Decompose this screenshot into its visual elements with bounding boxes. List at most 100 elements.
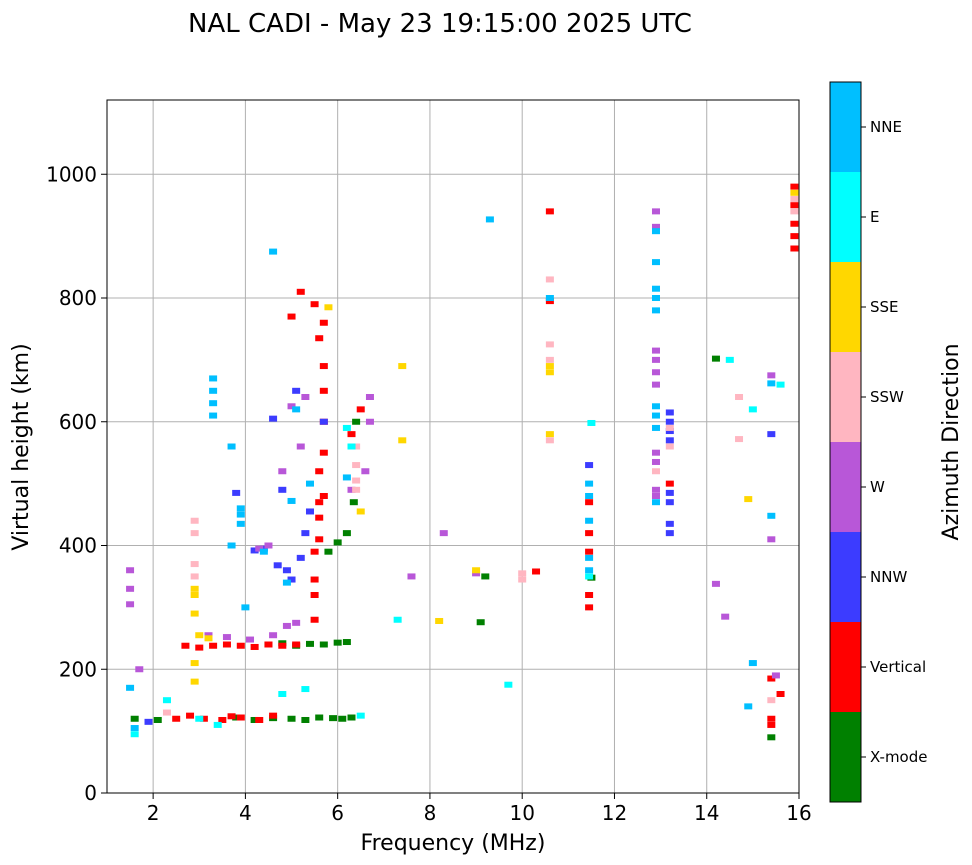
data-point [347, 486, 356, 493]
data-point [310, 301, 319, 308]
data-point [585, 462, 594, 469]
colorbar-segment [830, 622, 861, 712]
data-point [172, 715, 181, 722]
data-point [735, 436, 744, 443]
data-point [264, 542, 273, 549]
data-point [292, 406, 301, 413]
colorbar-segment [830, 262, 861, 352]
data-point [545, 369, 554, 376]
data-point [315, 714, 324, 721]
colorbar-category-label: SSW [870, 388, 904, 406]
data-point [287, 313, 296, 320]
data-point [651, 228, 660, 235]
data-point [665, 443, 674, 450]
data-point [585, 480, 594, 487]
data-point [585, 517, 594, 524]
data-point [296, 443, 305, 450]
data-point [278, 642, 287, 649]
data-point [767, 734, 776, 741]
data-point [665, 428, 674, 435]
data-point [310, 548, 319, 555]
data-point [651, 449, 660, 456]
data-point [585, 493, 594, 499]
data-point [665, 520, 674, 527]
data-point [771, 672, 780, 679]
data-point [651, 468, 660, 475]
data-point [213, 721, 222, 728]
data-point [767, 512, 776, 519]
data-point [767, 372, 776, 379]
colorbar-category-label: NNE [870, 118, 902, 136]
data-point [296, 554, 305, 561]
data-point [651, 493, 660, 499]
data-point [250, 716, 259, 723]
data-point [232, 489, 241, 496]
data-point [162, 709, 171, 716]
data-point [319, 418, 328, 425]
data-point [651, 285, 660, 292]
data-point [301, 394, 310, 400]
data-point [287, 576, 296, 583]
data-point [190, 517, 199, 524]
data-point [190, 573, 199, 580]
data-point [227, 443, 236, 450]
data-point [278, 468, 287, 475]
data-point [356, 406, 365, 413]
data-point [126, 684, 135, 691]
data-point [347, 431, 356, 438]
data-point [209, 375, 218, 382]
x-tick-label: 12 [602, 801, 627, 825]
data-point [398, 437, 407, 444]
data-point [153, 716, 162, 723]
plot-frame [106, 99, 800, 794]
data-point [472, 567, 481, 574]
data-point [278, 486, 287, 493]
data-point [504, 681, 513, 688]
data-point [651, 381, 660, 388]
data-point [651, 403, 660, 410]
data-point [472, 570, 481, 577]
data-point [767, 431, 776, 438]
data-point [181, 642, 190, 649]
data-point [545, 437, 554, 444]
data-point [209, 412, 218, 419]
data-point [292, 619, 301, 626]
data-point [711, 355, 720, 362]
data-point [269, 248, 278, 255]
data-point [356, 508, 365, 515]
data-point [342, 424, 351, 431]
data-point [222, 641, 231, 648]
data-point [209, 400, 218, 407]
data-point [585, 548, 594, 555]
data-point [790, 208, 799, 215]
data-point [518, 576, 527, 583]
data-point [651, 223, 660, 230]
data-point [744, 496, 753, 503]
x-axis-label: Frequency (MHz) [361, 831, 546, 856]
data-point [585, 499, 594, 506]
y-tick-label: 0 [84, 781, 97, 805]
data-point [790, 189, 799, 196]
data-point [315, 335, 324, 342]
data-point [135, 666, 144, 673]
data-point [352, 462, 361, 469]
data-point [585, 554, 594, 561]
data-point [665, 480, 674, 487]
data-point [130, 715, 139, 722]
colorbar-category-label: X-mode [870, 748, 927, 766]
data-point [342, 639, 351, 646]
data-point [665, 499, 674, 506]
data-point [481, 573, 490, 580]
data-point [126, 585, 135, 592]
data-point [310, 592, 319, 598]
data-point [310, 616, 319, 623]
data-point [767, 721, 776, 728]
data-point [315, 536, 324, 543]
data-point [651, 347, 660, 354]
data-point [651, 208, 660, 215]
data-point [790, 196, 799, 202]
data-point [255, 716, 264, 723]
data-point [352, 486, 361, 493]
data-point [319, 363, 328, 370]
data-point [776, 691, 785, 697]
